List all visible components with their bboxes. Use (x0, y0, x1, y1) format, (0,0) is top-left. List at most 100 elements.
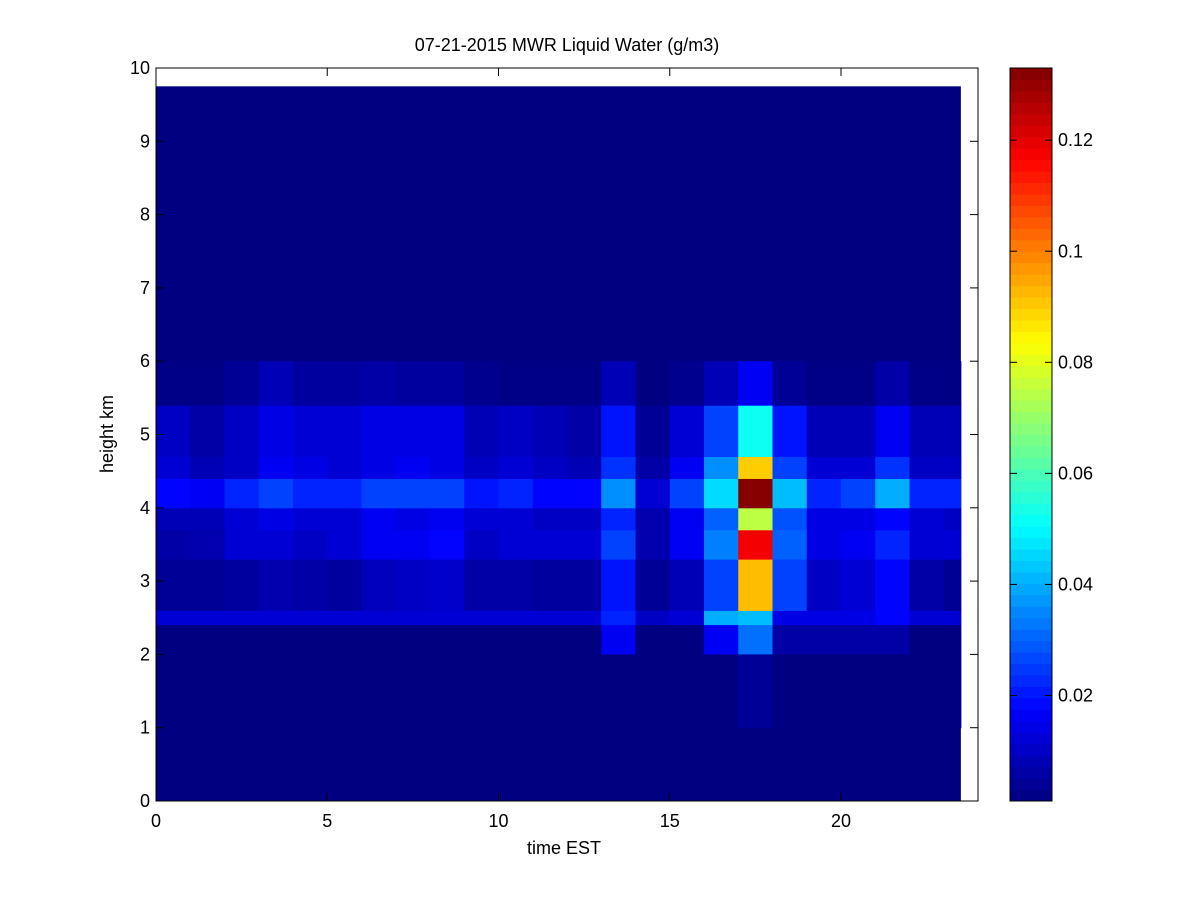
y-tick-label: 1 (140, 718, 150, 738)
heatmap-cell (635, 610, 671, 626)
heatmap-cell (464, 478, 499, 509)
heatmap-cell (909, 559, 945, 611)
heatmap-cell (190, 529, 225, 560)
colorbar-band (1010, 262, 1052, 275)
heatmap-cell (601, 529, 636, 560)
y-axis-label: height km (97, 395, 117, 473)
heatmap-cell (156, 478, 191, 509)
heatmap-cell (704, 478, 739, 509)
heatmap-cell (704, 456, 739, 479)
heatmap-cell (156, 529, 191, 560)
heatmap-cell (258, 654, 294, 729)
heatmap-cell (601, 507, 636, 531)
colorbar-band (1010, 319, 1052, 332)
heatmap-cell (909, 478, 945, 509)
heatmap-cell (532, 529, 568, 560)
heatmap-cell (943, 529, 962, 560)
heatmap-cell (293, 559, 328, 611)
heatmap-cell (875, 456, 910, 479)
heatmap-cell (498, 559, 534, 611)
heatmap-cell (395, 361, 431, 406)
heatmap-cell (532, 654, 568, 729)
heatmap-cell (909, 610, 945, 626)
colorbar-band (1010, 68, 1052, 80)
heatmap-cell (430, 507, 465, 531)
heatmap-cell (361, 625, 397, 655)
heatmap-cell (601, 625, 636, 655)
y-tick-label: 9 (140, 131, 150, 151)
heatmap-cell (772, 361, 808, 406)
heatmap-cell (293, 654, 328, 729)
x-tick-label: 20 (831, 811, 851, 831)
colorbar-band (1010, 732, 1052, 745)
heatmap-cell (841, 456, 876, 479)
heatmap-cell (532, 405, 568, 457)
colorbar-band (1010, 571, 1052, 584)
heatmap-cell (190, 478, 225, 509)
heatmap-cell (395, 654, 431, 729)
colorbar-tick-label: 0.08 (1058, 352, 1093, 372)
y-tick-label: 10 (130, 58, 150, 78)
heatmap-cell (327, 478, 362, 509)
heatmap-cell (532, 625, 568, 655)
y-tick-label: 0 (140, 791, 150, 811)
colorbar-band (1010, 640, 1052, 653)
heatmap-cell (327, 529, 362, 560)
colorbar-gradient (1010, 68, 1052, 802)
heatmap-cell (772, 529, 808, 560)
colorbar-band (1010, 239, 1052, 252)
y-tick-label: 6 (140, 351, 150, 371)
heatmap-cell (156, 456, 191, 479)
heatmap-cell (258, 478, 294, 509)
heatmap-cell (430, 361, 465, 406)
heatmap-cell (669, 456, 705, 479)
colorbar-band (1010, 480, 1052, 493)
colorbar-band (1010, 537, 1052, 550)
heatmap-cell (190, 654, 225, 729)
heatmap-cell (738, 478, 773, 509)
heatmap-cell (704, 654, 739, 729)
colorbar-band (1010, 79, 1052, 92)
colorbar-band (1010, 102, 1052, 115)
heatmap-cell (224, 610, 260, 626)
heatmap-cell (258, 456, 294, 479)
heatmap-cell (498, 405, 534, 457)
colorbar-band (1010, 789, 1052, 802)
heatmap-cell (224, 456, 260, 479)
heatmap-cell (635, 625, 671, 655)
heatmap-cell (841, 405, 876, 457)
heatmap-cell (190, 625, 225, 655)
heatmap-cell (772, 654, 808, 729)
heatmap-cell (669, 507, 705, 531)
colorbar-band (1010, 377, 1052, 390)
heatmap-cell (293, 361, 328, 406)
heatmap-cell (772, 405, 808, 457)
heatmap-cell (258, 405, 294, 457)
colorbar-band (1010, 205, 1052, 218)
heatmap-cell (258, 625, 294, 655)
heatmap-cell (156, 361, 191, 406)
heatmap-cells (156, 86, 962, 801)
heatmap-cell (943, 610, 962, 626)
heatmap-cell (156, 559, 191, 611)
heatmap-cell (498, 625, 534, 655)
colorbar-band (1010, 709, 1052, 722)
heatmap-cell (498, 478, 534, 509)
heatmap-cell (567, 507, 602, 531)
heatmap-cell (361, 361, 397, 406)
heatmap-cell (293, 529, 328, 560)
colorbar-band (1010, 434, 1052, 447)
heatmap-cell (635, 456, 671, 479)
heatmap-cell (806, 405, 842, 457)
heatmap-cell (669, 361, 705, 406)
heatmap-cell (738, 654, 773, 729)
heatmap-cell (395, 507, 431, 531)
heatmap-cell (567, 529, 602, 560)
colorbar-band (1010, 675, 1052, 687)
heatmap-cell (772, 610, 808, 626)
heatmap-cell (430, 405, 465, 457)
colorbar-tick-label: 0.12 (1058, 130, 1093, 150)
colorbar-band (1010, 274, 1052, 287)
heatmap-cell (361, 559, 397, 611)
heatmap-cell (772, 456, 808, 479)
